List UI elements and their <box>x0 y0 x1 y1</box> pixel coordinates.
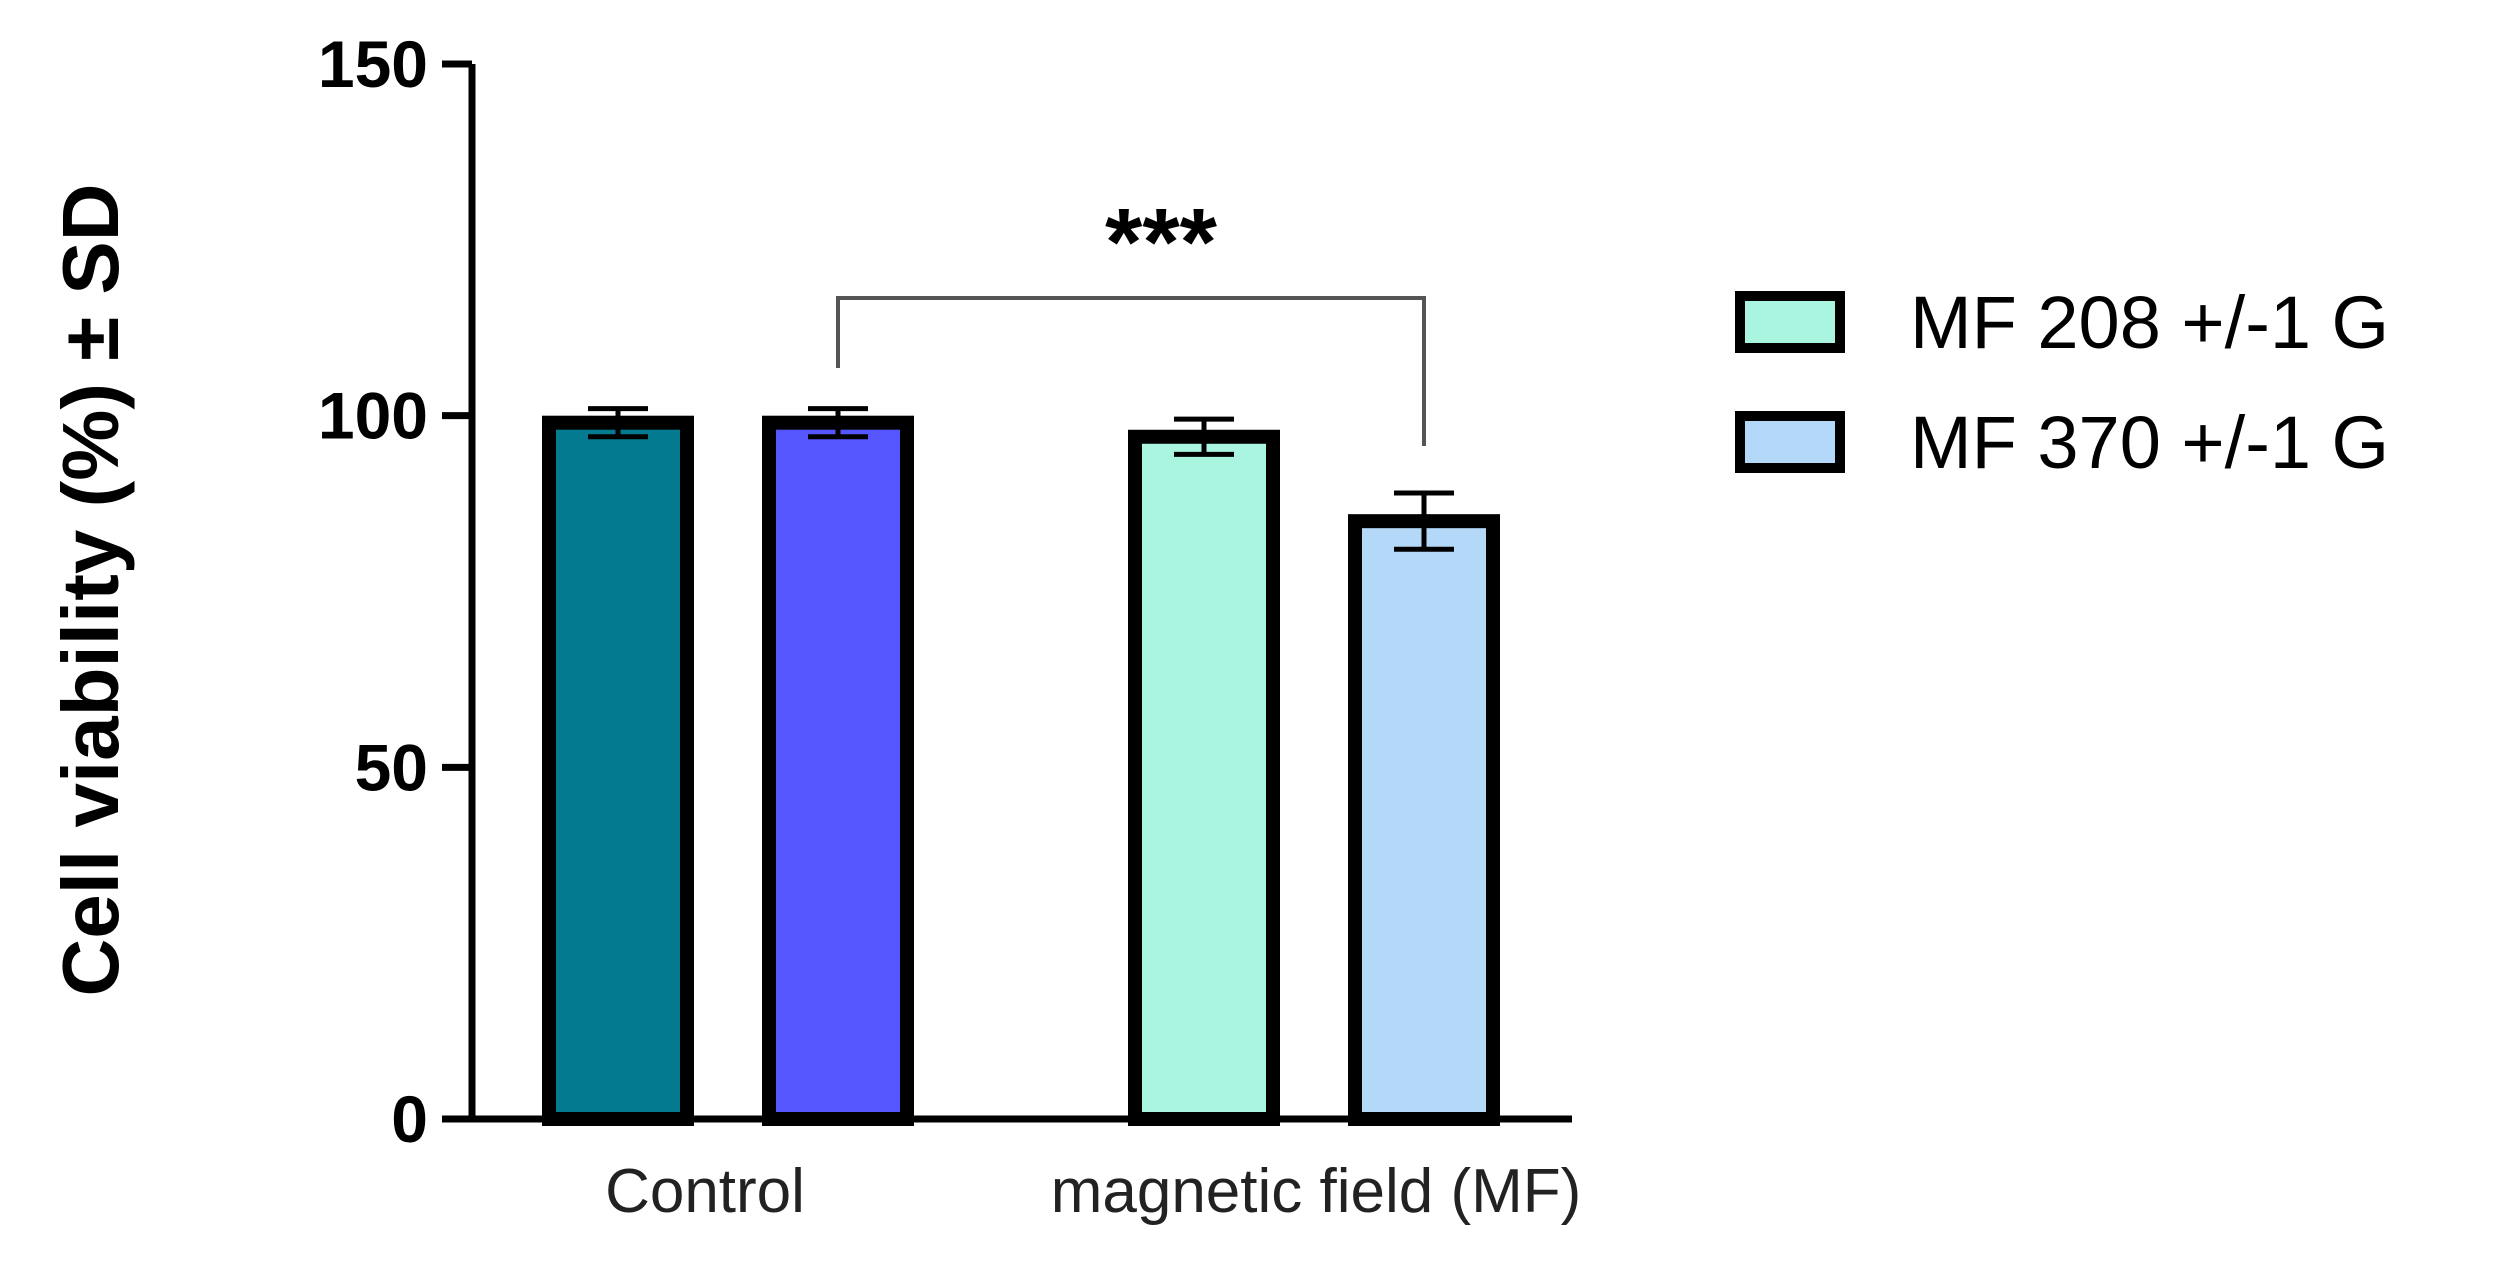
legend: MF 208 +/-1 G MF 370 +/-1 G <box>1735 281 2389 484</box>
legend-swatch-0 <box>1735 291 1845 353</box>
legend-swatch-1 <box>1735 411 1845 473</box>
legend-item-1: MF 370 +/-1 G <box>1735 401 2389 484</box>
bars-layer <box>542 406 1500 1126</box>
error-bar-1-1 <box>1394 490 1454 552</box>
x-category-label-1: magnetic field (MF) <box>1051 1157 1582 1226</box>
legend-label-1: MF 370 +/-1 G <box>1910 401 2389 484</box>
ticks-layer: 0 50 100 150 <box>318 27 472 1156</box>
x-category-label-0: Control <box>605 1157 805 1226</box>
error-bar-1-0 <box>1174 416 1234 457</box>
error-bar-0-1 <box>808 406 868 440</box>
significance-bracket <box>836 296 1426 446</box>
annotations-layer: *** <box>836 189 1426 446</box>
error-bar-0-0 <box>588 406 648 440</box>
axes-layer <box>468 64 1572 1123</box>
legend-label-0: MF 208 +/-1 G <box>1910 281 2389 364</box>
bar-0-1 <box>762 415 914 1126</box>
legend-item-0: MF 208 +/-1 G <box>1735 281 2389 364</box>
y-tick-label-150: 150 <box>318 27 428 101</box>
y-tick-label-50: 50 <box>355 730 428 804</box>
bar-1-0 <box>1128 429 1280 1126</box>
y-axis-label: Cell viability (%) ± SD <box>46 184 135 997</box>
labels-layer: Cell viability (%) ± SD Control magnetic … <box>46 184 1581 1226</box>
bar-0-0 <box>542 415 694 1126</box>
significance-label: *** <box>1105 189 1218 296</box>
bar-1-1 <box>1348 514 1500 1126</box>
y-tick-label-100: 100 <box>318 379 428 453</box>
y-tick-label-0: 0 <box>391 1082 428 1156</box>
